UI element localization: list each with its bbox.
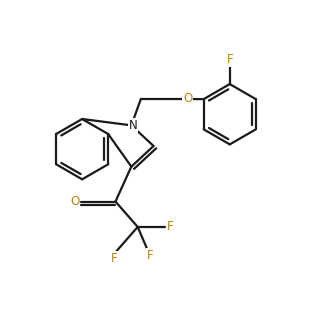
Text: F: F xyxy=(167,220,174,234)
Text: O: O xyxy=(70,195,79,208)
Text: O: O xyxy=(183,92,192,105)
Text: F: F xyxy=(147,249,154,262)
Text: F: F xyxy=(110,252,117,265)
Text: N: N xyxy=(129,119,137,132)
Text: F: F xyxy=(226,53,233,67)
